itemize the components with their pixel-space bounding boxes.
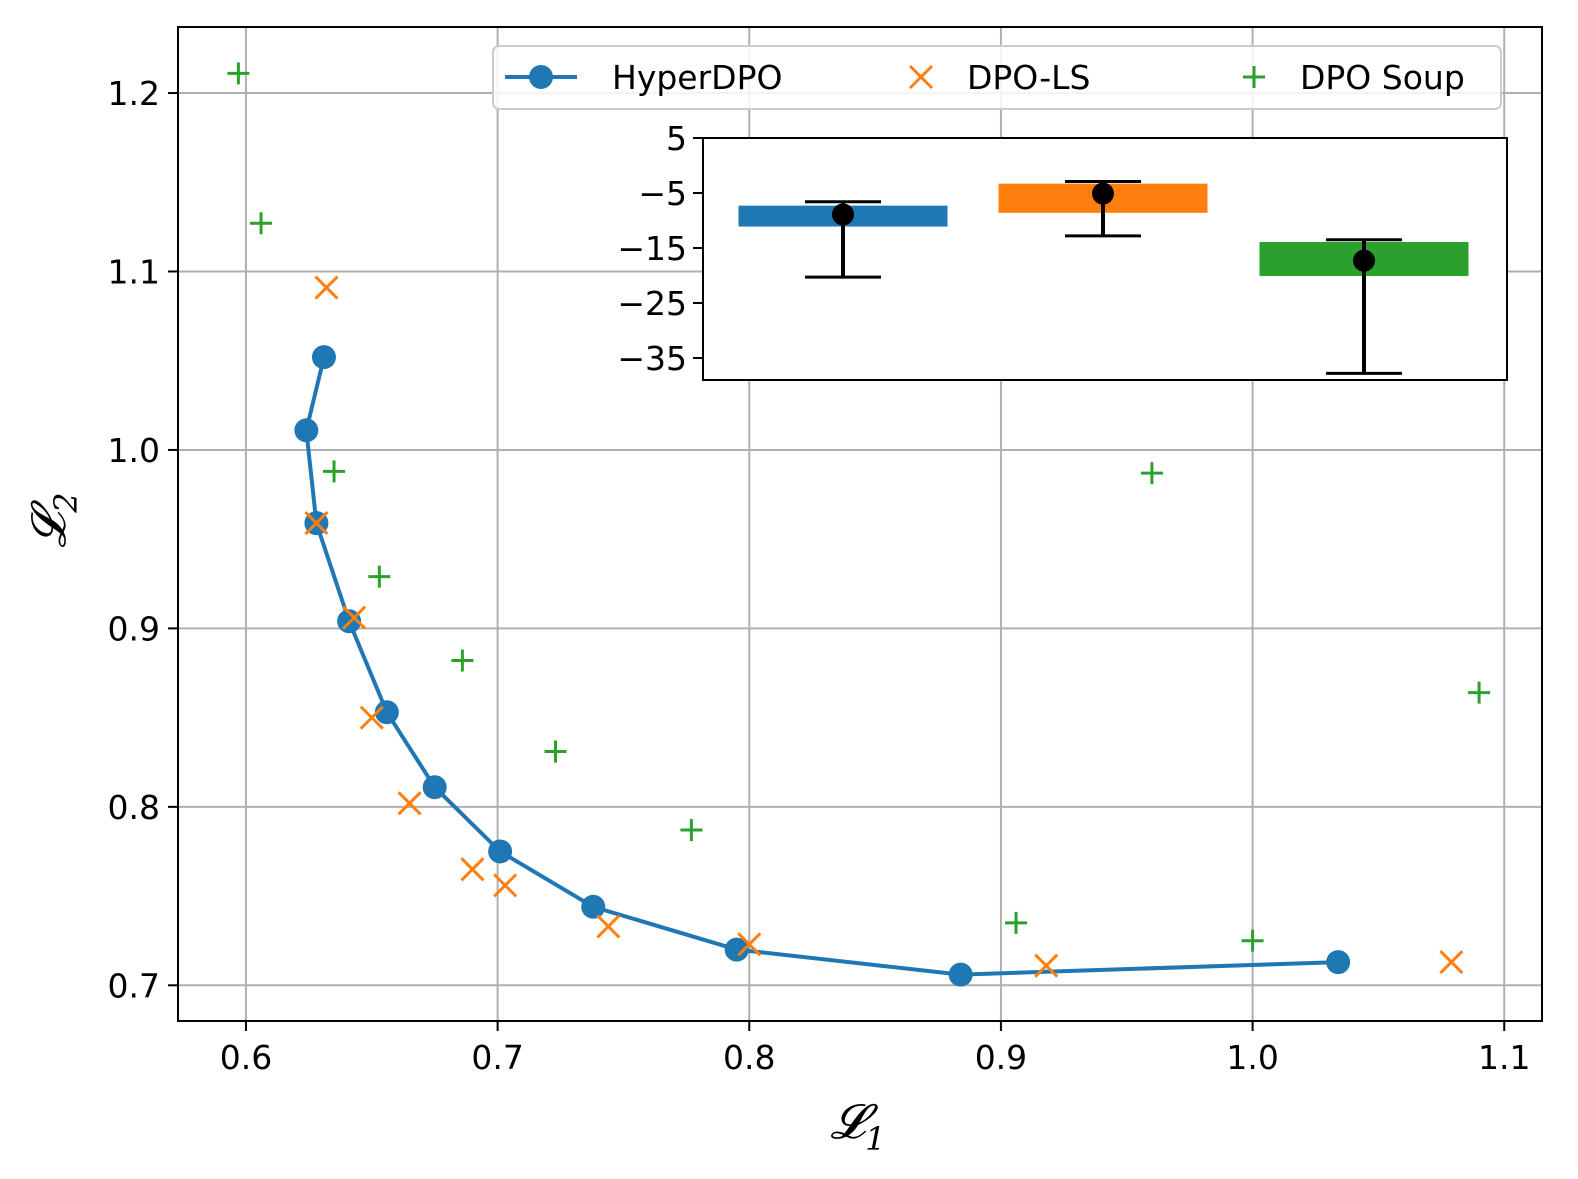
data-point	[227, 62, 250, 85]
x-stroke	[314, 275, 339, 300]
data-point	[488, 839, 513, 864]
x-stroke	[596, 914, 621, 939]
data-point	[311, 345, 336, 370]
data-point	[737, 932, 762, 957]
series-hyperdpo	[294, 345, 1351, 987]
mean-point	[832, 203, 854, 226]
legend-marker	[908, 64, 934, 90]
inset-bar-group	[998, 179, 1208, 238]
data-point	[581, 894, 606, 919]
inset-y-tick-label: −35	[617, 339, 687, 378]
legend-label: HyperDPO	[612, 58, 782, 97]
data-point	[314, 275, 339, 300]
x-stroke	[342, 605, 367, 630]
data-point	[460, 857, 485, 882]
data-point	[368, 565, 391, 588]
data-point	[1326, 950, 1351, 975]
legend-marker	[1243, 66, 1265, 88]
data-point	[323, 460, 346, 483]
legend-box	[492, 45, 1502, 110]
data-point	[1005, 911, 1028, 934]
data-point	[451, 649, 474, 672]
inset-y-tick-label: 5	[666, 119, 687, 158]
mean-point	[1092, 182, 1114, 205]
series-dpo-soup	[227, 62, 1491, 952]
y-tick-label: 1.0	[108, 431, 160, 470]
legend-label: DPO Soup	[1300, 58, 1465, 97]
legend-label: DPO-LS	[967, 58, 1090, 97]
data-point	[596, 914, 621, 939]
data-point	[1241, 929, 1264, 952]
x-stroke	[460, 857, 485, 882]
y-tick-label: 1.2	[108, 74, 160, 113]
x-tick-label: 0.7	[471, 1038, 523, 1077]
series-dpo-ls	[304, 275, 1464, 978]
y-tick-label: 0.9	[108, 609, 160, 648]
data-point	[304, 511, 329, 536]
x-tick-label: 0.9	[975, 1038, 1027, 1077]
data-point	[493, 873, 518, 898]
x-axis-label: 𝓛1	[830, 1094, 885, 1158]
data-point	[1034, 953, 1059, 978]
main-plot-frame	[177, 26, 1543, 1022]
legend-entry: HyperDPO	[505, 58, 782, 97]
x-stroke	[737, 932, 762, 957]
x-stroke	[304, 511, 329, 536]
data-point	[422, 775, 447, 800]
inset-y-tick-label: −25	[617, 284, 687, 323]
x-tick-label: 1.1	[1478, 1038, 1530, 1077]
data-point	[374, 700, 399, 725]
data-point	[1140, 462, 1163, 485]
inset-bar-group	[738, 200, 948, 279]
data-point	[359, 705, 384, 730]
inset-y-tick-label: −15	[617, 229, 687, 268]
data-point	[294, 418, 319, 443]
y-tick-label: 1.1	[108, 252, 160, 291]
legend-marker	[529, 65, 553, 89]
x-stroke	[908, 64, 934, 90]
inset-frame	[702, 137, 1508, 381]
data-point	[544, 740, 567, 763]
mean-point	[1353, 249, 1375, 272]
x-stroke	[1439, 950, 1464, 975]
main-ticks: 0.6 0.7 0.8 0.9 1.0 1.1 0.7 0.8 0.9 1.0 1.1 1.2	[108, 74, 1531, 1077]
y-axis-label: 𝓛2	[21, 492, 85, 547]
inset-y-tick-label: −5	[638, 174, 687, 213]
x-stroke	[493, 873, 518, 898]
x-stroke	[397, 791, 422, 816]
main-series	[227, 62, 1491, 987]
legend-entry: DPO Soup	[1243, 58, 1465, 97]
data-point	[250, 212, 273, 235]
x-tick-label: 0.8	[723, 1038, 775, 1077]
y-tick-label: 0.8	[108, 788, 160, 827]
data-point	[1439, 950, 1464, 975]
x-stroke	[359, 705, 384, 730]
data-point	[1468, 681, 1491, 704]
data-point	[948, 962, 973, 987]
legend: HyperDPO DPO-LS DPO Soup	[492, 45, 1502, 110]
inset-chart: 5 −5 −15 −25 −35	[617, 119, 1508, 381]
legend-entry: DPO-LS	[908, 58, 1090, 97]
data-point	[397, 791, 422, 816]
data-point	[680, 819, 703, 842]
y-tick-label: 0.7	[108, 966, 160, 1005]
x-tick-label: 1.0	[1226, 1038, 1278, 1077]
data-point	[724, 937, 749, 962]
data-point	[342, 605, 367, 630]
inset-bar-group	[1259, 238, 1469, 375]
x-tick-label: 0.6	[220, 1038, 272, 1077]
x-stroke	[1034, 953, 1059, 978]
